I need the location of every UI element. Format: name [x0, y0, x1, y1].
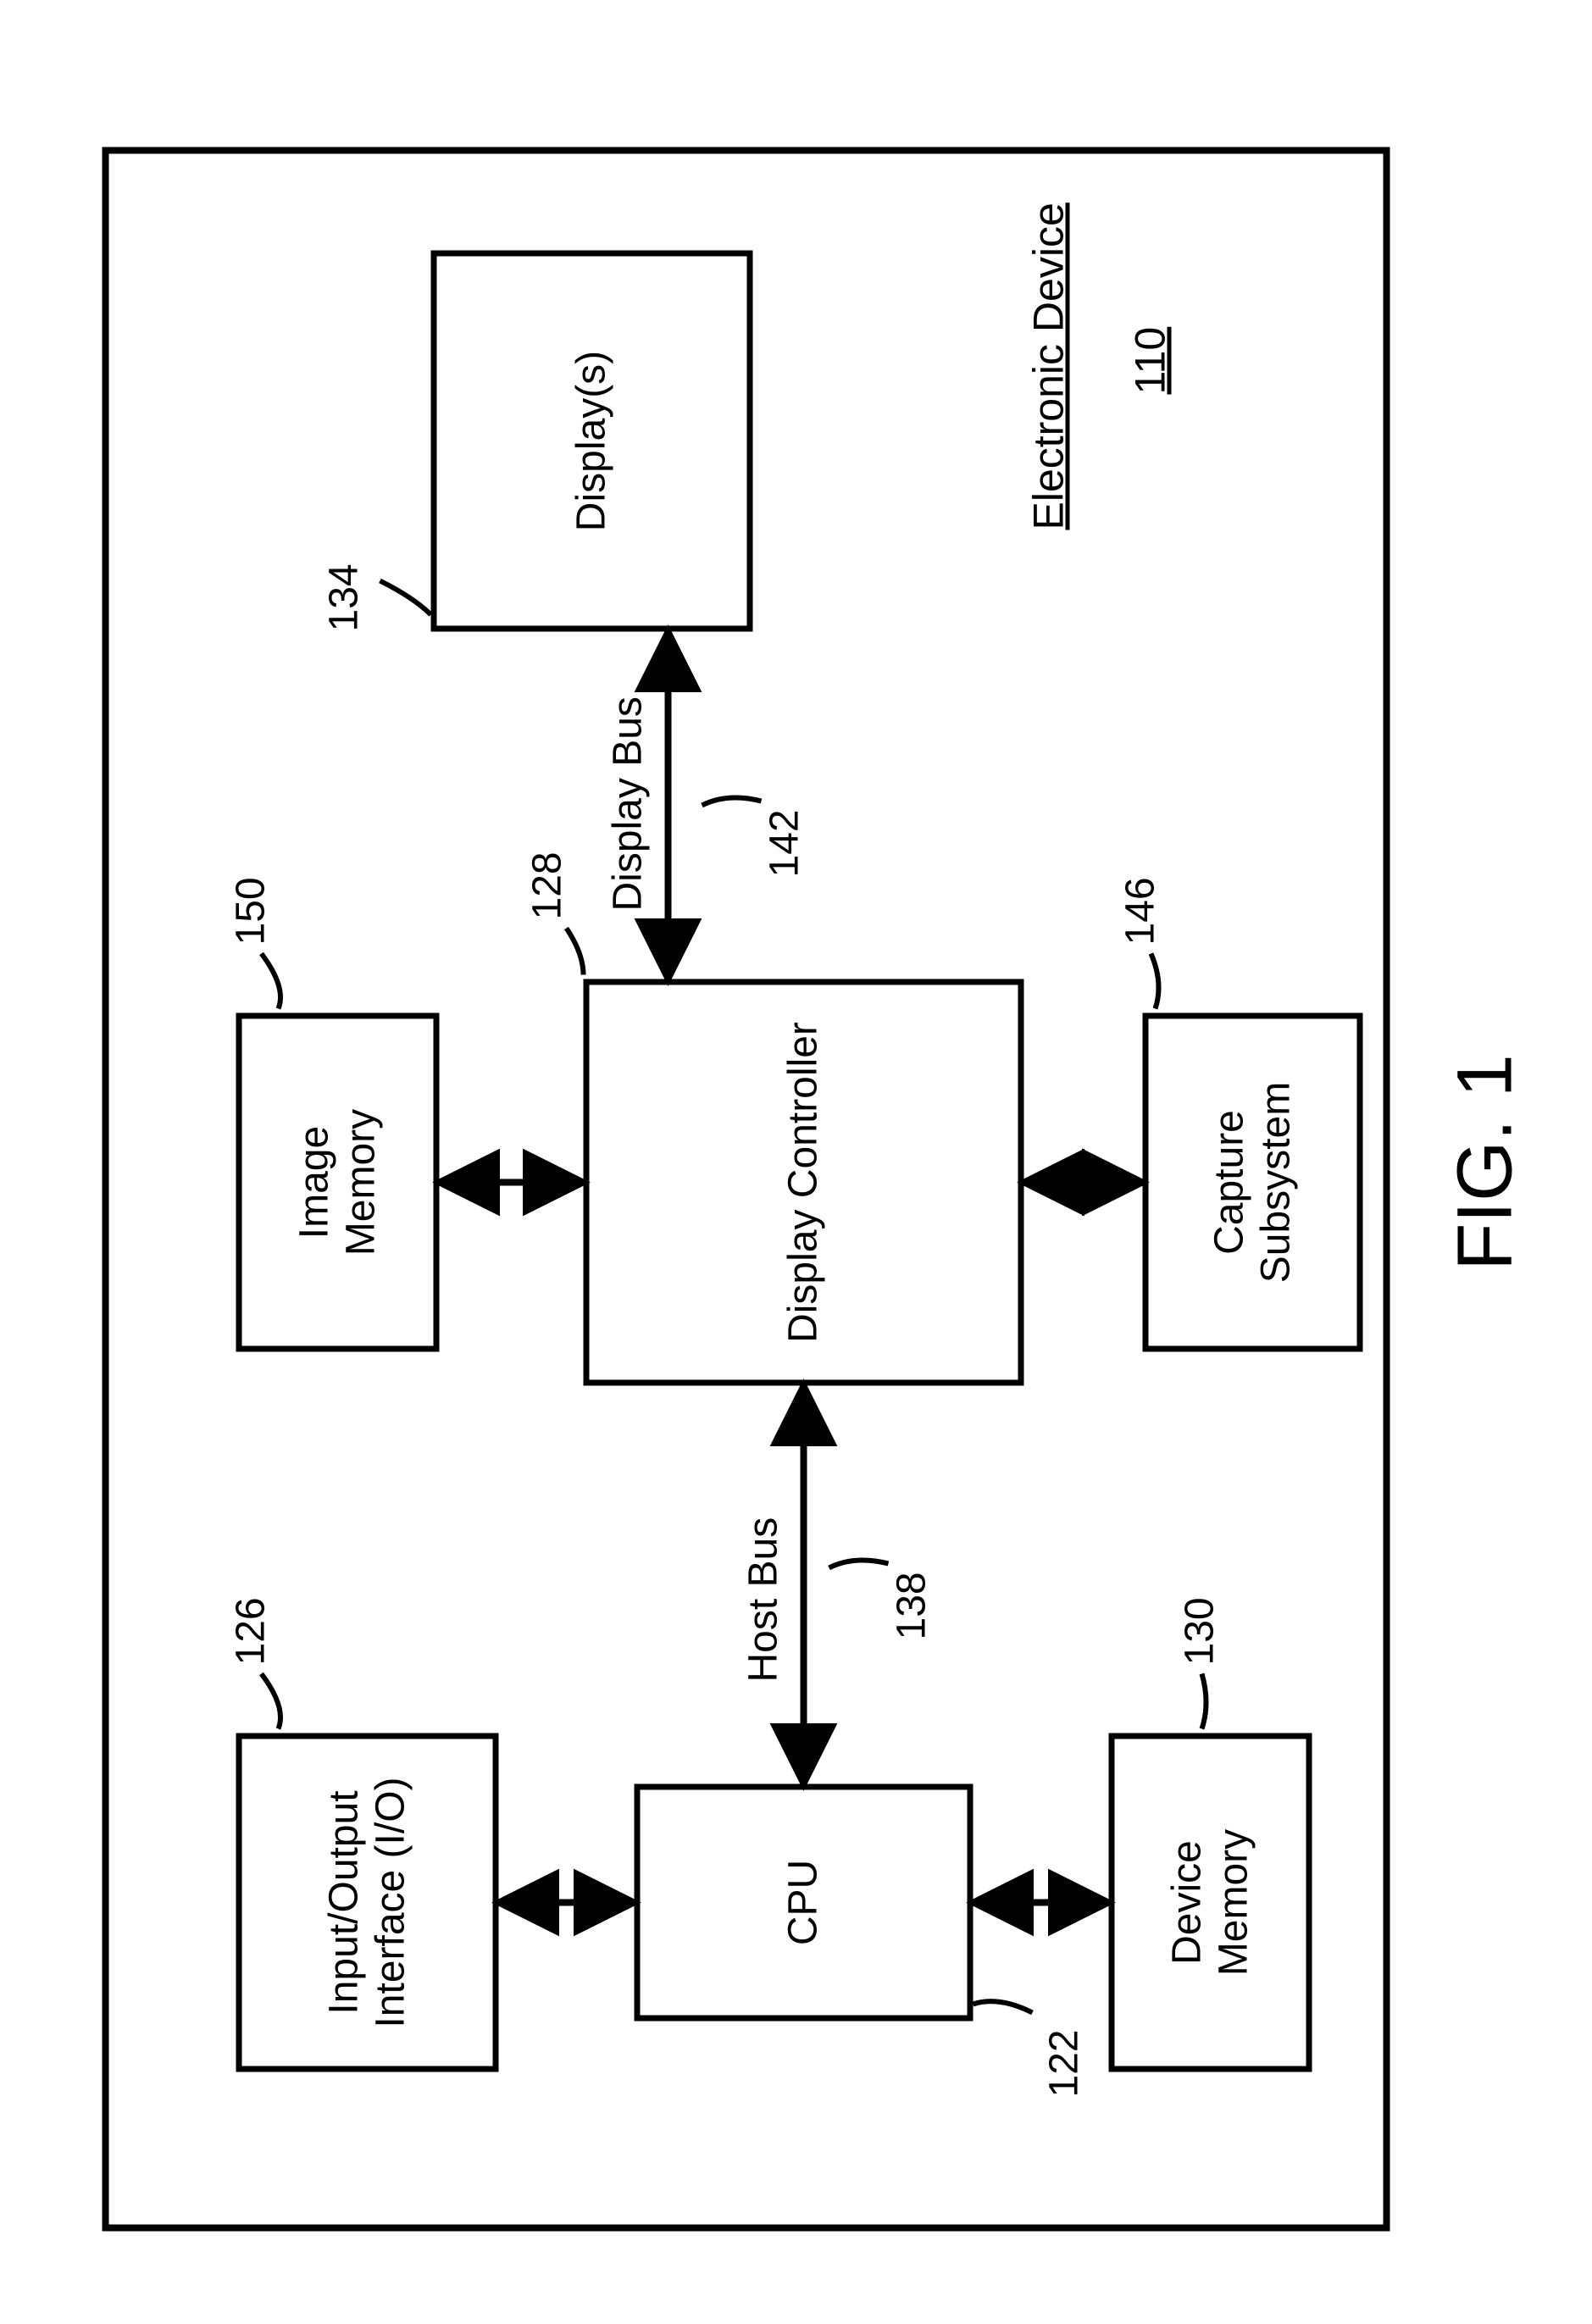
node-imgmem-label: ImageMemory	[291, 1108, 384, 1255]
label-hostbus: Host Bus	[740, 1517, 786, 1682]
container-label: Electronic Device	[1023, 202, 1073, 530]
ref-cpu: 122	[1040, 2029, 1087, 2097]
canvas: Input/OutputInterface (I/O) CPU DeviceMe…	[0, 0, 1592, 2324]
node-io: Input/OutputInterface (I/O)	[236, 1733, 498, 2072]
ref-displaybus: 142	[761, 809, 807, 877]
node-dispctl-label: Display Controller	[779, 1022, 826, 1343]
device-frame: Input/OutputInterface (I/O) CPU DeviceMe…	[102, 147, 1390, 2231]
node-io-label: Input/OutputInterface (I/O)	[320, 1777, 413, 2027]
node-capsub-label: CaptureSubsystem	[1206, 1081, 1299, 1282]
node-devmem: DeviceMemory	[1108, 1733, 1312, 2072]
ref-capsub: 146	[1117, 877, 1163, 945]
ref-devmem: 130	[1176, 1597, 1223, 1665]
node-devmem-label: DeviceMemory	[1163, 1828, 1256, 1975]
figure-caption: FIG. 1	[1440, 1054, 1529, 1271]
node-display-label: Display(s)	[568, 350, 614, 530]
ref-dispctl: 128	[524, 851, 570, 919]
ref-display: 134	[320, 563, 367, 631]
node-imgmem: ImageMemory	[236, 1012, 439, 1351]
node-cpu-label: CPU	[779, 1859, 826, 1944]
node-capsub: CaptureSubsystem	[1142, 1012, 1362, 1351]
container-ref: 110	[1125, 326, 1174, 394]
ref-io: 126	[227, 1597, 274, 1665]
node-dispctl: Display Controller	[583, 979, 1023, 1385]
label-displaybus: Display Bus	[604, 696, 651, 911]
rotated-layout: Input/OutputInterface (I/O) CPU DeviceMe…	[0, 0, 1592, 2324]
node-cpu: CPU	[634, 1783, 973, 2021]
ref-hostbus: 138	[888, 1572, 935, 1639]
ref-imgmem: 150	[227, 877, 274, 945]
node-display: Display(s)	[430, 250, 752, 631]
